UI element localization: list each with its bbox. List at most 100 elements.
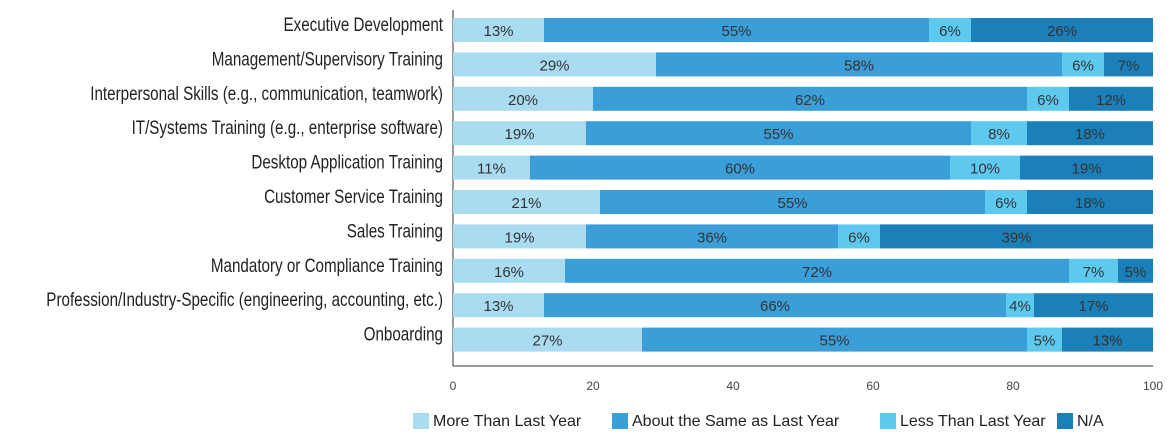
bar-segment (950, 155, 1020, 180)
bar-segment (1069, 258, 1118, 283)
value-label: 6% (939, 23, 961, 40)
category-labels: Executive Development Management/Supervis… (46, 13, 443, 345)
bar-segment (1104, 52, 1153, 77)
category-label: Sales Training (347, 220, 443, 242)
value-label: 60% (725, 161, 755, 178)
value-label: 58% (844, 57, 874, 74)
x-tick-label: 40 (726, 379, 740, 393)
bar-segment (544, 18, 929, 42)
bar-segment (453, 224, 586, 249)
value-label: 26% (1047, 23, 1077, 40)
x-tick-label: 20 (586, 379, 600, 393)
category-label: Executive Development (283, 13, 443, 35)
value-label: 12% (1096, 92, 1126, 109)
bar-segment (600, 190, 985, 214)
bar-segment (453, 258, 565, 283)
category-label: Desktop Application Training (251, 151, 443, 173)
bar-segment (971, 121, 1027, 146)
value-label: 19% (1071, 161, 1101, 178)
bar-segment (656, 52, 1062, 77)
legend-label: About the Same as Last Year (632, 413, 840, 430)
value-label: 21% (511, 195, 541, 212)
value-label: 55% (763, 126, 793, 143)
value-label: 11% (477, 161, 506, 178)
legend-swatch (1057, 413, 1073, 429)
value-label: 55% (721, 23, 751, 40)
bar-segment (586, 121, 971, 146)
bar-segment (453, 293, 544, 318)
value-label: 13% (483, 298, 513, 315)
value-label: 18% (1075, 195, 1105, 212)
bar-segment (453, 86, 593, 111)
bar-segment (453, 327, 642, 352)
bar-segment (642, 327, 1027, 352)
value-label: 55% (819, 333, 849, 350)
bar-segment (544, 293, 1006, 318)
value-label: 5% (1034, 333, 1056, 350)
x-tick-label: 100 (1143, 379, 1163, 393)
value-label: 62% (795, 92, 825, 109)
category-label: Onboarding (364, 323, 443, 345)
value-label: 6% (1037, 92, 1059, 109)
value-label: 10% (970, 161, 1000, 178)
value-label: 39% (1001, 229, 1031, 246)
value-label: 19% (504, 126, 534, 143)
value-label: 66% (760, 298, 790, 315)
bar-segment (971, 18, 1153, 42)
category-label: Mandatory or Compliance Training (211, 254, 443, 276)
value-label: 18% (1075, 126, 1105, 143)
value-label: 36% (697, 229, 727, 246)
value-label: 27% (532, 333, 562, 350)
category-label: Management/Supervisory Training (212, 48, 443, 70)
category-label: Profession/Industry-Specific (engineerin… (46, 289, 443, 311)
legend-label: More Than Last Year (433, 413, 582, 430)
bar-segment (453, 52, 656, 77)
value-label: 20% (508, 92, 538, 109)
category-label: IT/Systems Training (e.g., enterprise so… (132, 117, 443, 139)
category-label: Interpersonal Skills (e.g., communicatio… (90, 82, 443, 104)
value-label: 13% (1092, 333, 1122, 350)
value-label: 13% (483, 23, 513, 40)
x-tick-label: 0 (450, 379, 457, 393)
legend-swatch (612, 413, 628, 429)
value-label: 17% (1078, 298, 1108, 315)
bar-segment (453, 190, 600, 214)
bar-segment (453, 121, 586, 146)
x-tick-label: 80 (1006, 379, 1020, 393)
value-label: 7% (1118, 57, 1140, 74)
legend-label: N/A (1077, 413, 1104, 430)
bar-segment (1062, 327, 1153, 352)
bar-segment (1027, 190, 1153, 214)
value-label: 55% (777, 195, 807, 212)
bar-segment (1118, 258, 1153, 283)
value-label: 4% (1009, 298, 1031, 315)
value-label: 29% (539, 57, 569, 74)
category-label: Customer Service Training (264, 185, 443, 207)
bar-segment (530, 155, 950, 180)
value-label: 16% (494, 264, 524, 281)
value-label: 7% (1083, 264, 1105, 281)
bar-segment (1069, 86, 1153, 111)
x-tick-label: 60 (866, 379, 880, 393)
legend-swatch (413, 413, 429, 429)
bar-segment (1034, 293, 1153, 318)
value-label: 6% (848, 229, 870, 246)
bar-segment (586, 224, 838, 249)
bar-segment (453, 18, 544, 42)
bar-segment (929, 18, 971, 42)
legend-swatch (880, 413, 896, 429)
bar-segment (1027, 86, 1069, 111)
value-label: 19% (504, 229, 534, 246)
value-label: 72% (802, 264, 832, 281)
value-label: 5% (1125, 264, 1147, 281)
value-label: 6% (1072, 57, 1094, 74)
bar-segment (838, 224, 880, 249)
bar-segment (593, 86, 1027, 111)
bar-segment (453, 155, 530, 180)
bar-segment (880, 224, 1153, 249)
bar-segment (1020, 155, 1153, 180)
value-label: 8% (988, 126, 1010, 143)
bar-segment (565, 258, 1069, 283)
bar-segment (1027, 327, 1062, 352)
